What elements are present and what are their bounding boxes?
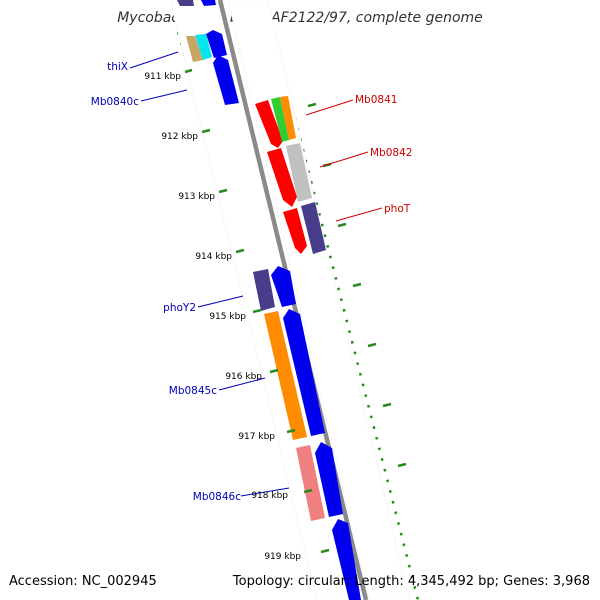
- genome-stats-text: Topology: circular; Length: 4,345,492 bp…: [232, 574, 590, 589]
- gene-mb0841-red: [255, 100, 283, 148]
- ruler-label-913: 913 kbp: [178, 192, 215, 202]
- gene-label-thix[interactable]: thiX: [107, 61, 128, 73]
- gene-cyan: [195, 34, 212, 60]
- gene-thix: [186, 36, 203, 62]
- gene-phot-purple: [301, 202, 326, 254]
- gene-label-mb0840c[interactable]: Mb0840c: [91, 96, 139, 108]
- gene-blue-d: [315, 442, 343, 517]
- ruler-label-912: 912 kbp: [161, 132, 198, 142]
- gene-blue-e: [332, 519, 361, 600]
- gene-label-mb0841[interactable]: Mb0841: [355, 94, 397, 106]
- gene-phoy2: [253, 269, 275, 311]
- reverse-label-leaders: [129, 51, 290, 497]
- gene-blue-c: [283, 309, 325, 436]
- ruler-label-915: 915 kbp: [209, 312, 246, 322]
- gene-blue-a: [206, 30, 227, 58]
- gene-labels: thiX Mb0840c Mb0841 Mb0842 phoT phoY2 Mb…: [91, 61, 413, 503]
- gene-top-purple: [177, 0, 194, 6]
- gene-label-mb0845c[interactable]: Mb0845c: [169, 385, 217, 397]
- ruler-label-914: 914 kbp: [195, 252, 232, 262]
- accession-text: Accession: NC_002945: [9, 574, 157, 589]
- gene-mb0840c: [213, 55, 239, 105]
- gene-label-mb0842[interactable]: Mb0842: [370, 147, 412, 159]
- gene-mb0842-red: [267, 148, 297, 207]
- gene-mb0842-grey: [286, 143, 312, 202]
- gene-mb0841-green: [271, 97, 289, 142]
- ruler-label-917: 917 kbp: [238, 432, 275, 442]
- forward-label-leaders: [305, 99, 383, 222]
- ruler-ticks: [184, 68, 407, 554]
- gene-mb0846c: [296, 445, 325, 521]
- ruler-labels: 911 kbp 912 kbp 913 kbp 914 kbp 915 kbp …: [144, 72, 301, 562]
- gene-blue-b: [271, 266, 296, 307]
- gene-top-blue: [201, 0, 216, 6]
- gene-mb0845c: [264, 311, 307, 440]
- ruler-label-911: 911 kbp: [144, 72, 181, 82]
- gene-label-mb0846c[interactable]: Mb0846c: [193, 491, 241, 503]
- gene-label-phoy2[interactable]: phoY2: [163, 302, 196, 314]
- ruler-label-916: 916 kbp: [225, 372, 262, 382]
- ruler-label-918: 918 kbp: [251, 491, 288, 501]
- gene-phot-red: [283, 208, 307, 254]
- gene-label-phot[interactable]: phoT: [384, 203, 411, 215]
- ruler-label-919: 919 kbp: [264, 552, 301, 562]
- gene-mb0841-orange: [280, 96, 296, 140]
